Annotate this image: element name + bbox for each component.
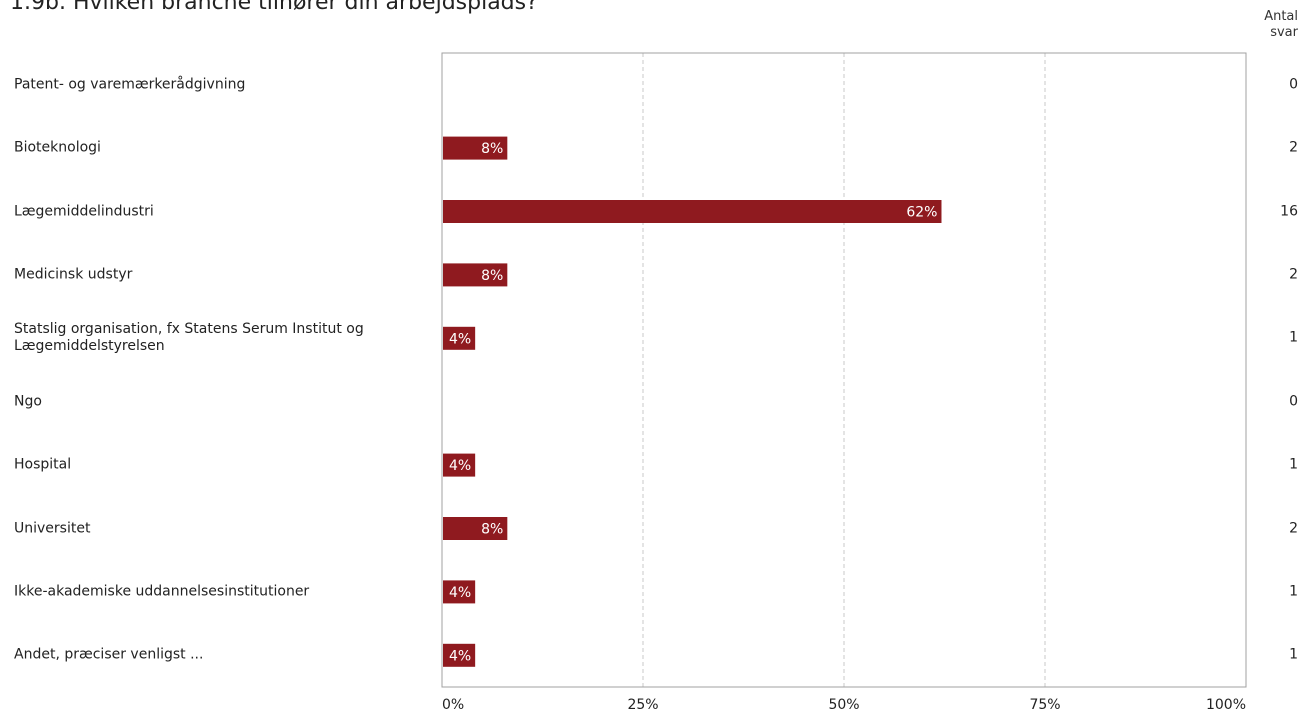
- response-count: 2: [1289, 266, 1298, 283]
- category-label: Hospital: [14, 456, 72, 473]
- category-label: Patent- og varemærkerådgivning: [14, 76, 246, 93]
- bar: [443, 326, 476, 350]
- bar-value-label: 4%: [449, 648, 471, 664]
- response-count: 1: [1289, 583, 1298, 600]
- category-label: Bioteknologi: [14, 139, 101, 156]
- bar: [443, 200, 942, 223]
- bar-value-label: 4%: [449, 331, 471, 347]
- plot-frame: [441, 52, 1247, 688]
- category-label: Lægemiddelindustri: [14, 203, 154, 219]
- bar: [443, 263, 508, 287]
- x-tick-label: 0%: [442, 697, 465, 713]
- x-tick-label: 25%: [627, 697, 659, 713]
- x-tick-label: 75%: [1029, 697, 1061, 713]
- bar-value-label: 8%: [481, 268, 503, 284]
- response-count: 0: [1289, 76, 1298, 93]
- category-label: Ngo: [14, 393, 42, 410]
- response-count: 16: [1280, 203, 1298, 219]
- category-label: Statslig organisation, fx Statens Serum …: [14, 321, 364, 355]
- bar: [443, 136, 508, 160]
- category-label: Andet, præciser venligst ...: [14, 646, 204, 663]
- x-tick-label: 100%: [1205, 697, 1246, 713]
- bar-value-label: 62%: [906, 205, 937, 221]
- bar-value-label: 4%: [449, 585, 471, 601]
- bar: [443, 517, 508, 540]
- category-label: Ikke-akademiske uddannelsesinstitutioner: [14, 583, 310, 600]
- bar-value-label: 8%: [481, 522, 503, 538]
- x-tick-label: 50%: [828, 697, 860, 713]
- chart-title: 1.9b. Hvilken branche tilhører din arbej…: [10, 0, 538, 15]
- response-count: 2: [1289, 520, 1298, 536]
- bar-value-label: 4%: [449, 458, 471, 474]
- bar-value-label: 8%: [481, 141, 503, 157]
- bar: [443, 453, 476, 477]
- response-count: 0: [1289, 393, 1298, 410]
- category-label: Universitet: [14, 520, 91, 536]
- response-count: 1: [1289, 456, 1298, 473]
- bar: [443, 643, 476, 667]
- bar: [443, 580, 476, 604]
- count-column-header: Antal svar: [1264, 9, 1298, 40]
- category-label: Medicinsk udstyr: [14, 266, 133, 283]
- response-count: 2: [1289, 139, 1298, 156]
- response-count: 1: [1289, 646, 1298, 663]
- response-count: 1: [1289, 329, 1298, 346]
